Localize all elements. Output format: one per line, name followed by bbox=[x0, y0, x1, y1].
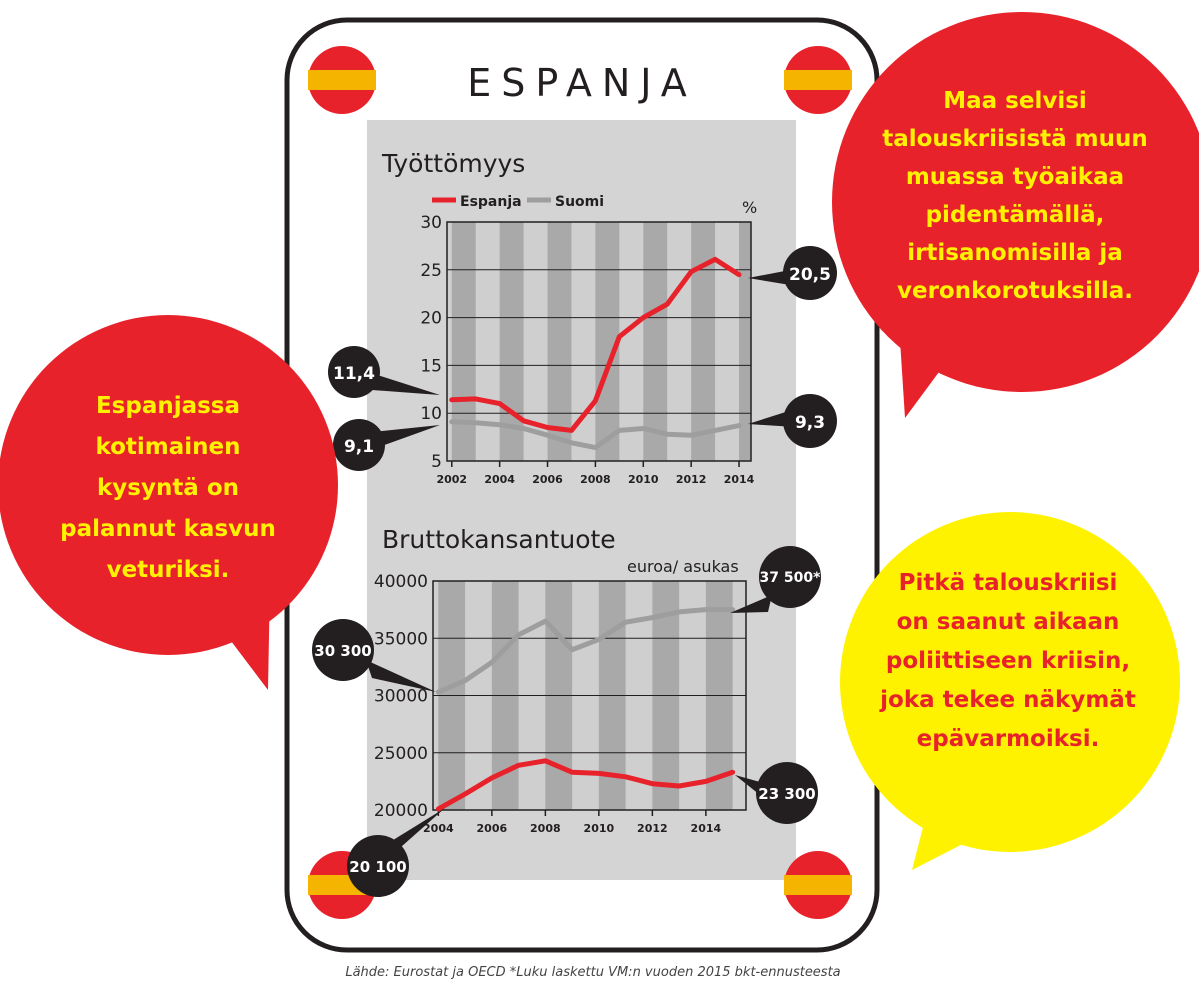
x-tick-label: 2002 bbox=[436, 473, 467, 486]
flag-icon-bottom-right bbox=[784, 851, 852, 919]
series-line-suomi bbox=[435, 607, 736, 695]
chart2-unit: euroa/ asukas bbox=[627, 557, 739, 576]
callout-label: 11,4 bbox=[333, 364, 375, 384]
chart1-legend: Espanja Suomi bbox=[432, 194, 604, 210]
year-stripe bbox=[547, 222, 572, 461]
y-tick-label: 40000 bbox=[374, 572, 428, 592]
year-stripe bbox=[643, 222, 668, 461]
source-note: Lähde: Eurostat ja OECD *Luku laskettu V… bbox=[345, 965, 840, 980]
x-tick-label: 2008 bbox=[530, 822, 561, 835]
callout-20-5: 20,5 bbox=[783, 246, 837, 300]
bubble-line: joka tekee näkymät bbox=[879, 687, 1136, 713]
bubble-line: Espanjassa bbox=[96, 393, 240, 419]
flag-icon-top-left bbox=[308, 46, 376, 114]
bubble-text-left: Espanjassa kotimainen kysyntä on palannut k… bbox=[60, 393, 276, 583]
bubble-line: pidentämällä, bbox=[926, 202, 1105, 228]
series-line-espanja bbox=[435, 758, 736, 812]
callout-label: 20 100 bbox=[349, 858, 406, 876]
page-title: ESPANJA bbox=[467, 61, 697, 105]
chart1-title: Työttömyys bbox=[381, 149, 525, 178]
callout-37500: 37 500* bbox=[759, 546, 821, 608]
callout-9-1: 9,1 bbox=[333, 419, 385, 471]
y-tick-label: 30 bbox=[420, 213, 442, 233]
callout-label: 9,3 bbox=[795, 413, 825, 433]
callout-20100: 20 100 bbox=[347, 835, 409, 897]
bubble-line: kysyntä on bbox=[97, 475, 239, 501]
year-stripe bbox=[499, 222, 524, 461]
callout-label: 30 300 bbox=[314, 642, 371, 660]
speech-bubble-top-right: Maa selvisi talouskriisistä muun muassa ty… bbox=[832, 12, 1199, 418]
y-tick-label: 30000 bbox=[374, 687, 428, 707]
x-tick-label: 2004 bbox=[423, 822, 454, 835]
legend-label-suomi: Suomi bbox=[555, 194, 604, 210]
bubble-line: muassa työaikaa bbox=[906, 164, 1124, 190]
callout-30300: 30 300 bbox=[312, 619, 374, 681]
year-stripe bbox=[595, 222, 620, 461]
bubble-line: irtisanomisilla ja bbox=[907, 240, 1123, 266]
bubble-line: veronkorotuksilla. bbox=[897, 278, 1133, 304]
callout-23300: 23 300 bbox=[756, 762, 818, 824]
bubble-text-bottom-right: Pitkä talouskriisi on saanut aikaan poliit… bbox=[879, 570, 1136, 752]
year-stripe bbox=[739, 222, 751, 461]
year-stripe bbox=[691, 222, 716, 461]
speech-bubble-bottom-right: Pitkä talouskriisi on saanut aikaan poliit… bbox=[840, 512, 1180, 870]
x-tick-label: 2014 bbox=[724, 473, 755, 486]
x-tick-label: 2008 bbox=[580, 473, 611, 486]
plot-frame bbox=[446, 221, 752, 462]
callout-label: 20,5 bbox=[789, 265, 831, 285]
callout-11-4: 11,4 bbox=[328, 346, 380, 398]
callout-label: 37 500* bbox=[760, 570, 822, 586]
bubble-line: veturiksi. bbox=[107, 557, 230, 583]
y-tick-label: 5 bbox=[431, 452, 442, 472]
bubble-line: palannut kasvun bbox=[60, 516, 276, 542]
x-tick-label: 2010 bbox=[628, 473, 659, 486]
y-tick-label: 20 bbox=[420, 309, 442, 329]
x-tick-label: 2004 bbox=[484, 473, 515, 486]
legend-label-espanja: Espanja bbox=[460, 194, 522, 210]
callout-9-3: 9,3 bbox=[783, 394, 837, 448]
x-tick-label: 2014 bbox=[691, 822, 722, 835]
bubble-line: kotimainen bbox=[95, 434, 240, 460]
bubble-line: poliittiseen kriisin, bbox=[886, 648, 1130, 674]
chart2-title: Bruttokansantuote bbox=[382, 525, 616, 554]
x-tick-label: 2012 bbox=[676, 473, 707, 486]
plot-frame bbox=[432, 580, 747, 811]
x-tick-label: 2012 bbox=[637, 822, 668, 835]
x-tick-label: 2010 bbox=[584, 822, 615, 835]
y-tick-label: 25 bbox=[420, 261, 442, 281]
callout-label: 9,1 bbox=[344, 437, 374, 457]
bubble-line: Maa selvisi bbox=[943, 88, 1087, 114]
bubble-line: Pitkä talouskriisi bbox=[899, 570, 1118, 596]
flag-icon-top-right bbox=[784, 46, 852, 114]
y-tick-label: 10 bbox=[420, 404, 442, 424]
callout-label: 23 300 bbox=[758, 785, 815, 803]
y-tick-label: 20000 bbox=[374, 801, 428, 821]
bubble-text-top-right: Maa selvisi talouskriisistä muun muassa ty… bbox=[882, 88, 1148, 304]
x-tick-label: 2006 bbox=[477, 822, 508, 835]
bubble-line: epävarmoiksi. bbox=[917, 726, 1100, 752]
speech-bubble-left: Espanjassa kotimainen kysyntä on palannut k… bbox=[0, 315, 338, 690]
bubble-line: on saanut aikaan bbox=[897, 609, 1120, 635]
chart1-unit: % bbox=[742, 198, 757, 217]
y-tick-label: 15 bbox=[420, 356, 442, 376]
x-tick-label: 2006 bbox=[532, 473, 563, 486]
y-tick-label: 25000 bbox=[374, 744, 428, 764]
y-tick-label: 35000 bbox=[374, 629, 428, 649]
bubble-line: talouskriisistä muun bbox=[882, 126, 1148, 152]
